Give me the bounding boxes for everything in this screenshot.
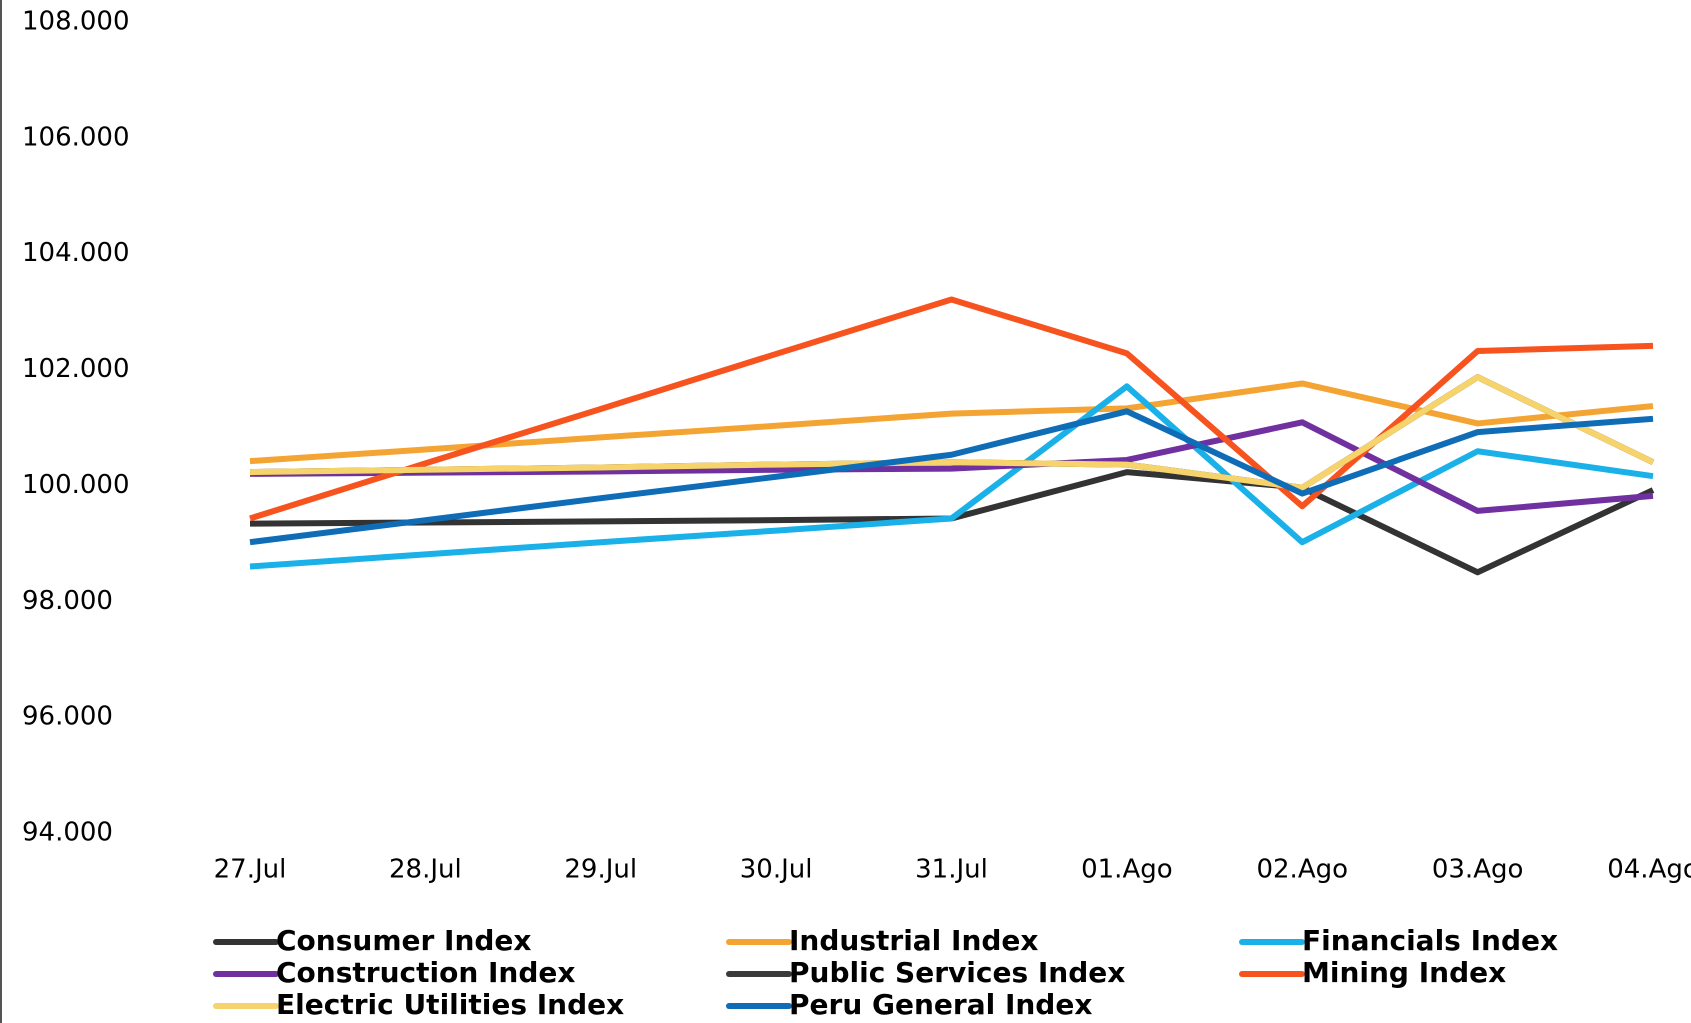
y-tick-label: 94.000 — [22, 818, 113, 848]
series-line — [249, 419, 1654, 514]
legend-label: Consumer Index — [276, 924, 532, 957]
y-tick-label: 102.000 — [22, 354, 130, 384]
legend-label: Construction Index — [276, 956, 575, 989]
x-tick-label: 02.Ago — [1256, 855, 1348, 885]
x-tick-label: 28.Jul — [389, 855, 462, 885]
legend-label: Public Services Index — [789, 956, 1125, 989]
legend-label: Industrial Index — [789, 924, 1038, 957]
series-line — [249, 469, 1655, 576]
series-line — [249, 374, 1655, 491]
y-tick-label: 98.000 — [22, 586, 113, 616]
series-line — [249, 296, 1654, 522]
x-tick-label: 31.Jul — [915, 855, 988, 885]
y-tick-label: 104.000 — [22, 238, 130, 268]
legend-label: Peru General Index — [789, 988, 1092, 1021]
x-tick-label: 29.Jul — [564, 855, 637, 885]
x-tick-label: 01.Ago — [1081, 855, 1173, 885]
y-tick-label: 100.000 — [22, 470, 130, 500]
x-tick-label: 04.Ago — [1607, 855, 1691, 885]
y-tick-label: 108.000 — [22, 7, 130, 37]
legend-label: Financials Index — [1302, 924, 1558, 957]
legend-label: Mining Index — [1302, 956, 1506, 989]
legend-label: Electric Utilities Index — [276, 988, 624, 1021]
y-tick-label: 106.000 — [22, 122, 130, 152]
series-line — [249, 408, 1654, 546]
y-tick-label: 96.000 — [22, 702, 113, 732]
x-tick-label: 30.Jul — [740, 855, 813, 885]
x-tick-label: 03.Ago — [1432, 855, 1524, 885]
x-tick-label: 27.Jul — [214, 855, 287, 885]
